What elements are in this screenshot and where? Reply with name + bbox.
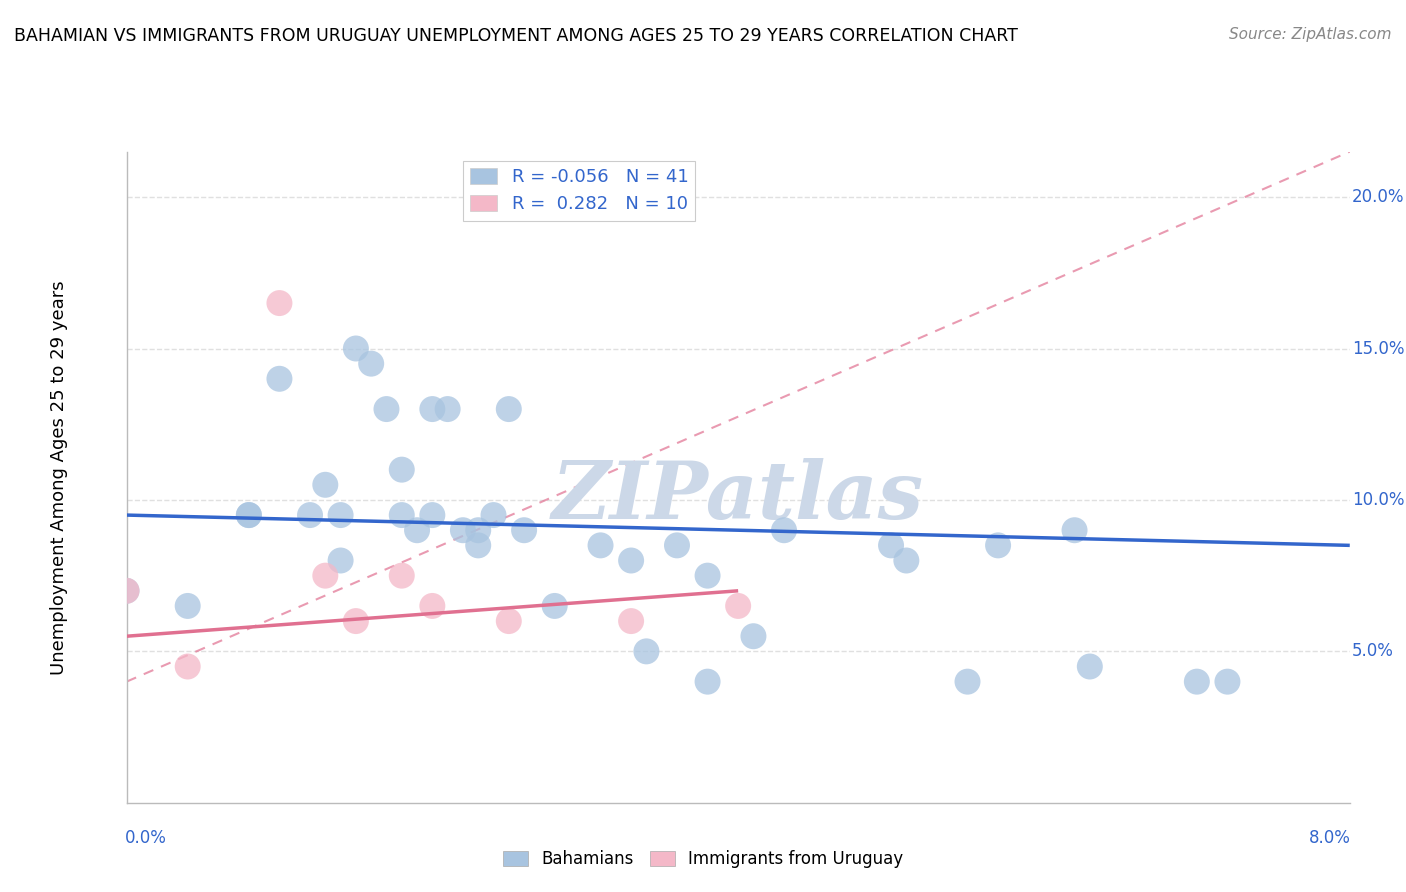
Text: 20.0%: 20.0% — [1353, 188, 1405, 206]
Point — [498, 402, 520, 417]
Point — [115, 583, 138, 598]
Text: 15.0%: 15.0% — [1353, 340, 1405, 358]
Point — [620, 553, 643, 567]
Text: BAHAMIAN VS IMMIGRANTS FROM URUGUAY UNEMPLOYMENT AMONG AGES 25 TO 29 YEARS CORRE: BAHAMIAN VS IMMIGRANTS FROM URUGUAY UNEM… — [14, 27, 1018, 45]
Point — [987, 538, 1010, 552]
Point — [406, 523, 429, 537]
Text: ZIPatlas: ZIPatlas — [553, 458, 924, 535]
Point — [299, 508, 322, 522]
Point — [422, 599, 444, 613]
Point — [1063, 523, 1085, 537]
Point — [238, 508, 260, 522]
Point — [727, 599, 749, 613]
Point — [375, 402, 398, 417]
Point — [773, 523, 796, 537]
Point — [666, 538, 689, 552]
Point — [696, 568, 718, 582]
Text: Source: ZipAtlas.com: Source: ZipAtlas.com — [1229, 27, 1392, 42]
Point — [360, 357, 382, 371]
Point — [391, 508, 413, 522]
Point — [329, 553, 352, 567]
Point — [344, 614, 367, 628]
Point — [451, 523, 474, 537]
Point — [467, 523, 489, 537]
Point — [177, 599, 200, 613]
Point — [482, 508, 505, 522]
Point — [329, 508, 352, 522]
Point — [1078, 659, 1101, 673]
Point — [543, 599, 565, 613]
Text: Unemployment Among Ages 25 to 29 years: Unemployment Among Ages 25 to 29 years — [51, 280, 69, 674]
Point — [696, 674, 718, 689]
Point — [422, 402, 444, 417]
Point — [467, 538, 489, 552]
Point — [344, 342, 367, 356]
Point — [391, 463, 413, 477]
Point — [589, 538, 612, 552]
Point — [177, 659, 200, 673]
Point — [115, 583, 138, 598]
Text: 8.0%: 8.0% — [1309, 829, 1351, 847]
Point — [636, 644, 658, 658]
Text: 10.0%: 10.0% — [1353, 491, 1405, 509]
Point — [498, 614, 520, 628]
Point — [238, 508, 260, 522]
Text: 0.0%: 0.0% — [125, 829, 167, 847]
Point — [513, 523, 536, 537]
Point — [896, 553, 918, 567]
Point — [422, 508, 444, 522]
Point — [1216, 674, 1239, 689]
Point — [880, 538, 903, 552]
Point — [956, 674, 979, 689]
Text: 5.0%: 5.0% — [1353, 642, 1395, 660]
Point — [742, 629, 765, 643]
Point — [1185, 674, 1208, 689]
Point — [269, 296, 291, 310]
Point — [269, 372, 291, 386]
Legend: R = -0.056   N = 41, R =  0.282   N = 10: R = -0.056 N = 41, R = 0.282 N = 10 — [463, 161, 696, 220]
Point — [391, 568, 413, 582]
Point — [436, 402, 458, 417]
Point — [620, 614, 643, 628]
Point — [314, 477, 336, 491]
Legend: Bahamians, Immigrants from Uruguay: Bahamians, Immigrants from Uruguay — [496, 844, 910, 875]
Point — [314, 568, 336, 582]
